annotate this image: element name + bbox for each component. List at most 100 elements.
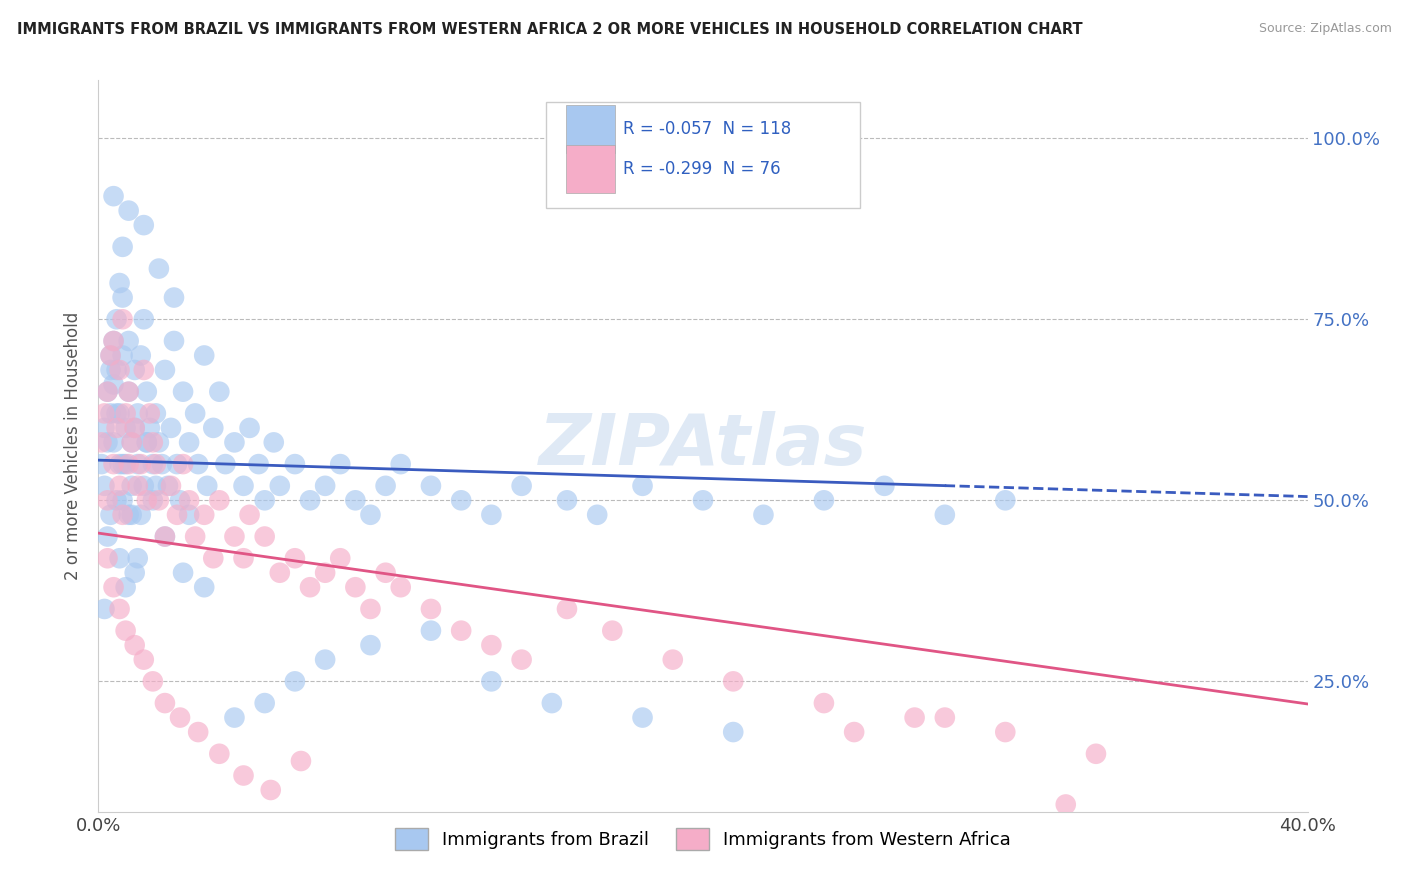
Point <box>103 435 125 450</box>
Point <box>108 602 131 616</box>
Point <box>586 508 609 522</box>
Point <box>420 602 443 616</box>
Point <box>148 493 170 508</box>
Point <box>420 624 443 638</box>
Point <box>374 479 396 493</box>
Point <box>105 406 128 420</box>
Point <box>195 479 218 493</box>
Point <box>813 696 835 710</box>
Point <box>239 508 262 522</box>
Point <box>132 653 155 667</box>
Point <box>111 349 134 363</box>
Point <box>344 493 367 508</box>
Point <box>96 529 118 543</box>
Point <box>132 479 155 493</box>
Point <box>135 493 157 508</box>
Point <box>360 638 382 652</box>
Point <box>124 638 146 652</box>
Point <box>450 493 472 508</box>
Text: ZIPAtlas: ZIPAtlas <box>538 411 868 481</box>
Point <box>290 754 312 768</box>
Point <box>103 580 125 594</box>
Point <box>105 493 128 508</box>
Point <box>723 674 745 689</box>
Point <box>314 653 336 667</box>
Point <box>100 508 122 522</box>
Point <box>510 653 533 667</box>
Point <box>118 334 141 348</box>
Point <box>103 334 125 348</box>
Point <box>145 479 167 493</box>
Point <box>142 435 165 450</box>
Point <box>111 508 134 522</box>
Point <box>96 493 118 508</box>
Point <box>150 457 173 471</box>
Point <box>145 406 167 420</box>
Point <box>103 189 125 203</box>
Point <box>481 638 503 652</box>
Point <box>111 493 134 508</box>
Point <box>135 384 157 399</box>
Point <box>193 580 215 594</box>
Point <box>118 384 141 399</box>
Point <box>121 435 143 450</box>
Point <box>111 291 134 305</box>
Point <box>555 493 578 508</box>
Point <box>224 529 246 543</box>
Point <box>118 508 141 522</box>
Point <box>93 479 115 493</box>
Point <box>135 435 157 450</box>
Point <box>90 457 112 471</box>
Point <box>184 529 207 543</box>
Point <box>108 551 131 566</box>
Point <box>269 566 291 580</box>
Point <box>100 406 122 420</box>
Point <box>145 457 167 471</box>
FancyBboxPatch shape <box>567 105 614 153</box>
Point <box>114 421 136 435</box>
Point <box>135 435 157 450</box>
Point <box>208 493 231 508</box>
Point <box>118 457 141 471</box>
Point <box>172 384 194 399</box>
Point <box>224 710 246 724</box>
Point <box>602 624 624 638</box>
Point <box>132 218 155 232</box>
Point <box>187 725 209 739</box>
Point <box>631 710 654 724</box>
Point <box>202 421 225 435</box>
Point <box>127 551 149 566</box>
Point <box>169 493 191 508</box>
Point <box>139 421 162 435</box>
Point <box>114 580 136 594</box>
Point <box>239 421 262 435</box>
Point <box>284 457 307 471</box>
Point <box>96 551 118 566</box>
Point <box>253 493 276 508</box>
Point <box>127 457 149 471</box>
Point <box>153 363 176 377</box>
Point <box>540 696 562 710</box>
Text: Source: ZipAtlas.com: Source: ZipAtlas.com <box>1258 22 1392 36</box>
Point <box>124 363 146 377</box>
Point <box>934 508 956 522</box>
Point <box>389 580 412 594</box>
Point <box>121 508 143 522</box>
Point <box>142 674 165 689</box>
Point <box>105 421 128 435</box>
Point <box>124 421 146 435</box>
Point <box>111 457 134 471</box>
Point <box>132 312 155 326</box>
Point <box>904 710 927 724</box>
Point <box>247 457 270 471</box>
Point <box>420 479 443 493</box>
Point <box>994 493 1017 508</box>
Point <box>142 457 165 471</box>
Point <box>103 334 125 348</box>
Point <box>631 479 654 493</box>
Point <box>193 349 215 363</box>
Point <box>224 435 246 450</box>
Point <box>813 493 835 508</box>
Point <box>103 457 125 471</box>
Point <box>208 384 231 399</box>
